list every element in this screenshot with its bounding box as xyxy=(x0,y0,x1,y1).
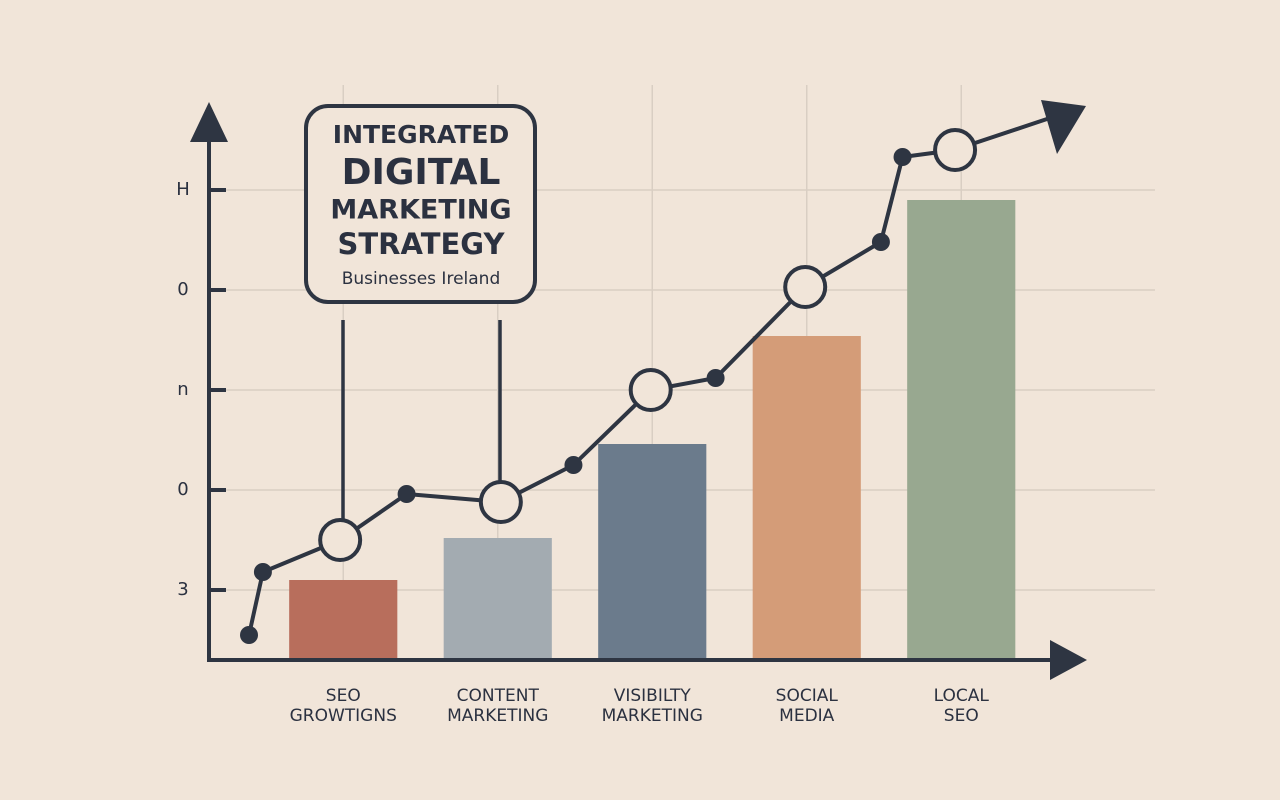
title-line: DIGITAL xyxy=(342,152,501,193)
trend-point xyxy=(564,456,583,474)
trend-arrow xyxy=(974,116,1051,145)
title-line: INTEGRATED xyxy=(333,120,509,149)
trend-point xyxy=(397,485,416,503)
x-tick-label: CONTENT MARKETING xyxy=(447,686,549,726)
trend-point xyxy=(933,128,978,172)
title-line: STRATEGY xyxy=(338,227,506,261)
bar xyxy=(443,538,552,660)
trend-point xyxy=(628,368,673,412)
bars xyxy=(289,200,1016,660)
title-line: MARKETING xyxy=(330,195,511,226)
y-axis-arrow xyxy=(190,102,228,142)
x-tick-label: LOCAL SEO xyxy=(933,686,989,726)
trend xyxy=(240,128,978,644)
bar xyxy=(598,444,707,660)
y-tick-label: 3 xyxy=(177,579,188,600)
trend-point xyxy=(478,480,523,524)
x-tick-label: SOCIAL MEDIA xyxy=(775,686,838,726)
trend-point xyxy=(893,148,912,166)
y-tick-label: 0 xyxy=(177,279,188,300)
bar xyxy=(289,580,398,660)
trend-point xyxy=(318,518,363,562)
trend-point xyxy=(706,369,725,387)
title-box xyxy=(304,104,537,304)
trend-point xyxy=(783,265,828,309)
trend-point xyxy=(240,626,259,644)
x-tick-label: SEO GROWTIGNS xyxy=(289,686,397,726)
x-tick-label: VISIBILTY MARKETING xyxy=(601,686,703,726)
y-tick-label: n xyxy=(177,379,188,400)
bar xyxy=(752,336,861,660)
trend-point xyxy=(871,233,890,251)
y-tick-label: H xyxy=(176,179,190,200)
bar xyxy=(907,200,1016,660)
trend-point xyxy=(253,563,272,581)
y-tick-label: 0 xyxy=(177,479,188,500)
trend-arrow-head xyxy=(1041,100,1086,154)
x-axis-arrow xyxy=(1050,640,1087,680)
subtitle: Businesses Ireland xyxy=(342,269,500,289)
